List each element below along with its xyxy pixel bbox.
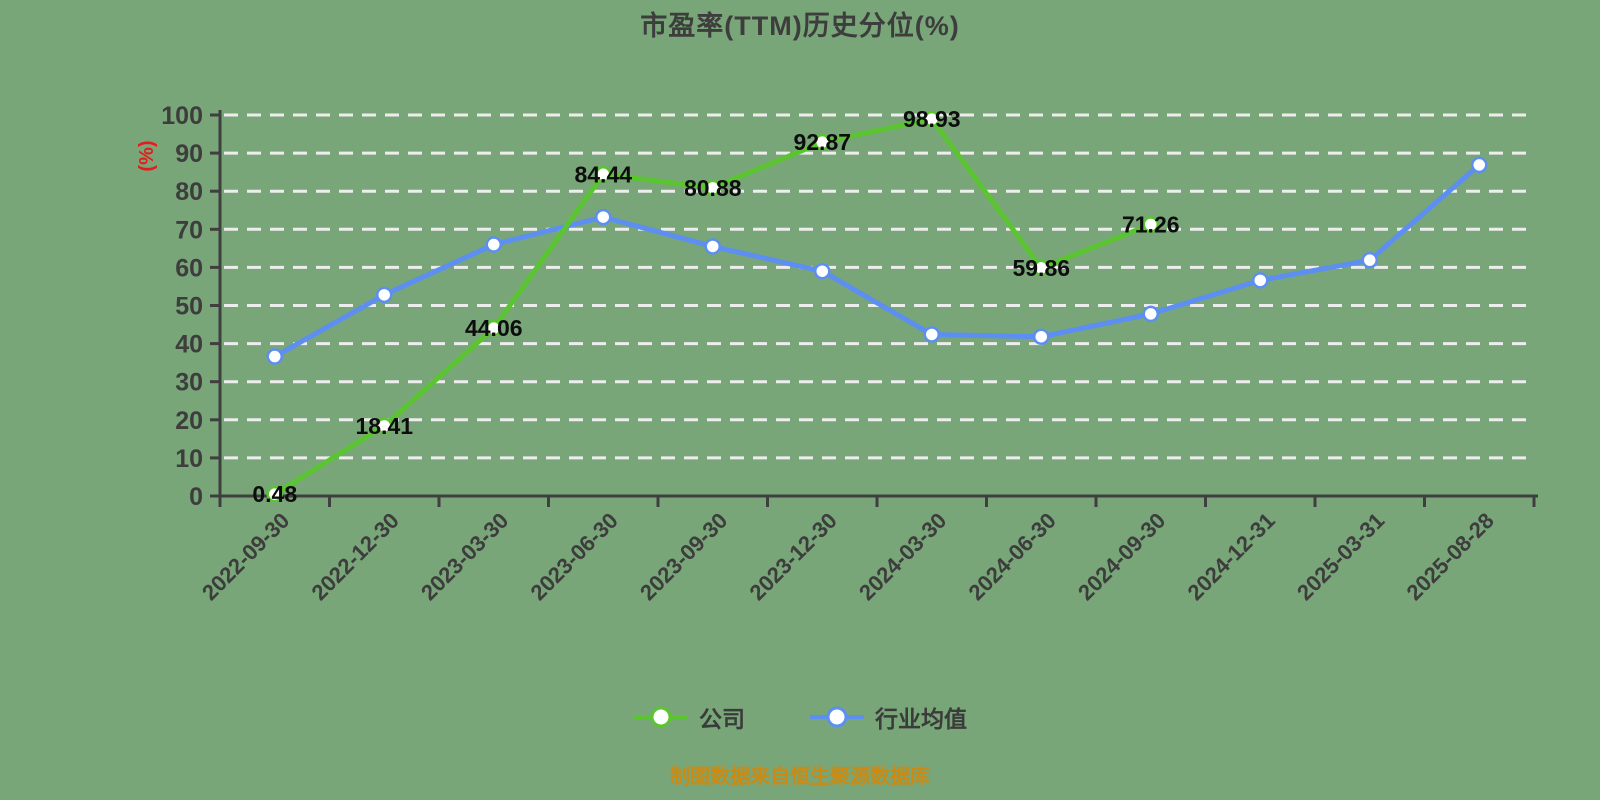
series-marker-0[interactable] bbox=[485, 319, 502, 337]
x-tick-label: 2024-03-30 bbox=[854, 508, 951, 605]
data-label: 44.06 bbox=[465, 315, 523, 341]
series-marker-0[interactable] bbox=[376, 417, 393, 435]
series-marker-1[interactable] bbox=[595, 208, 612, 226]
series-marker-0[interactable] bbox=[923, 110, 940, 128]
x-tick-label: 2022-09-30 bbox=[197, 508, 294, 605]
y-tick-label: 40 bbox=[175, 331, 203, 359]
x-tick-label: 2023-06-30 bbox=[526, 508, 623, 605]
series-marker-0[interactable] bbox=[1033, 259, 1050, 277]
legend-label-industry-average: 行业均值 bbox=[875, 706, 967, 732]
y-tick-label: 80 bbox=[175, 178, 203, 206]
y-tick-label: 60 bbox=[175, 254, 203, 282]
data-label: 84.44 bbox=[574, 161, 632, 187]
x-tick-label: 2025-03-31 bbox=[1292, 508, 1389, 605]
series-marker-1[interactable] bbox=[1033, 328, 1050, 345]
legend-item-industry-average[interactable]: 行业均值 bbox=[809, 700, 967, 734]
data-source-note: 制图数据来自恒生聚源数据库 bbox=[670, 766, 930, 788]
chart-title: 市盈率(TTM)历史分位(%) bbox=[640, 11, 960, 41]
data-label: 71.26 bbox=[1122, 211, 1180, 237]
company-legend-marker bbox=[634, 706, 688, 728]
y-axis-unit-label: (%) bbox=[136, 140, 158, 171]
series-marker-1[interactable] bbox=[814, 262, 831, 280]
y-tick-label: 100 bbox=[161, 102, 203, 130]
legend-item-company[interactable]: 公司 bbox=[633, 700, 745, 734]
x-tick-label: 2023-03-30 bbox=[416, 508, 513, 605]
series-marker-0[interactable] bbox=[266, 485, 283, 503]
series-marker-1[interactable] bbox=[923, 326, 940, 343]
series-marker-1[interactable] bbox=[1252, 272, 1269, 289]
series-marker-0[interactable] bbox=[595, 166, 612, 183]
data-label: 98.93 bbox=[903, 106, 961, 132]
data-label: 80.88 bbox=[684, 175, 742, 201]
series-marker-0[interactable] bbox=[1142, 216, 1159, 233]
series-marker-1[interactable] bbox=[266, 348, 283, 365]
series-marker-1[interactable] bbox=[485, 236, 502, 253]
y-tick-label: 10 bbox=[175, 445, 203, 473]
data-label: 18.41 bbox=[355, 413, 413, 439]
legend: 公司 行业均值 bbox=[0, 700, 1600, 734]
series-marker-0[interactable] bbox=[704, 179, 721, 197]
series-marker-1[interactable] bbox=[1142, 305, 1159, 323]
legend-label-company: 公司 bbox=[699, 706, 745, 732]
series-marker-1[interactable] bbox=[704, 238, 721, 255]
series-marker-0[interactable] bbox=[814, 133, 831, 151]
x-tick-label: 2024-09-30 bbox=[1073, 508, 1170, 605]
series-line-1 bbox=[272, 162, 1482, 360]
x-tick-label: 2023-09-30 bbox=[635, 508, 732, 605]
data-label: 0.48 bbox=[252, 481, 297, 507]
industry-average-legend-marker bbox=[810, 706, 864, 728]
x-tick-label: 2022-12-30 bbox=[307, 508, 404, 605]
x-tick-label: 2025-08-28 bbox=[1402, 508, 1499, 605]
series-marker-1[interactable] bbox=[376, 286, 393, 304]
y-tick-label: 30 bbox=[175, 369, 203, 397]
x-tick-label: 2024-06-30 bbox=[964, 508, 1061, 605]
series-marker-1[interactable] bbox=[1361, 251, 1378, 269]
y-tick-label: 20 bbox=[175, 407, 203, 435]
data-label: 92.87 bbox=[793, 129, 851, 155]
y-tick-label: 0 bbox=[189, 483, 203, 511]
series-marker-1[interactable] bbox=[1471, 156, 1488, 174]
x-tick-label: 2024-12-31 bbox=[1183, 508, 1280, 605]
y-tick-label: 70 bbox=[175, 216, 203, 244]
x-tick-label: 2023-12-30 bbox=[745, 508, 842, 605]
data-label: 59.86 bbox=[1012, 255, 1070, 281]
y-tick-label: 50 bbox=[175, 293, 203, 321]
y-tick-label: 90 bbox=[175, 140, 203, 168]
